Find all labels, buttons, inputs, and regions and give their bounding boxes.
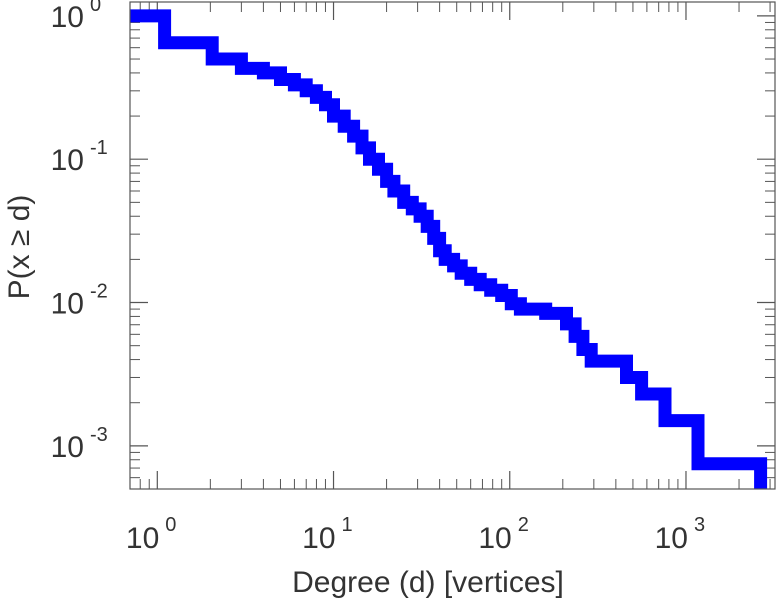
x-tick-base: 10 (302, 522, 335, 555)
x-tick-label: 10 3 (655, 514, 706, 555)
y-tick-exponent: -3 (90, 424, 108, 446)
y-tick-base: 10 (51, 144, 84, 177)
y-axis-label: P(x ≥ d) (3, 195, 36, 300)
x-tick-label: 10 0 (126, 514, 177, 555)
x-tick-base: 10 (126, 522, 159, 555)
x-tick-exponent: 2 (518, 514, 529, 536)
y-tick-label: 10 0 (51, 0, 102, 34)
y-tick-base: 10 (51, 1, 84, 34)
major-ticks (130, 2, 775, 489)
x-tick-base: 10 (655, 522, 688, 555)
y-tick-exponent: 0 (90, 0, 101, 16)
x-tick-exponent: 0 (165, 514, 176, 536)
y-tick-base: 10 (51, 431, 84, 464)
x-tick-label: 10 2 (478, 514, 529, 555)
y-tick-label: 10 -3 (51, 424, 108, 464)
x-tick-labels: 10 0 10 1 10 2 10 3 (126, 514, 705, 555)
y-tick-base: 10 (51, 288, 84, 321)
plot-frame (129, 1, 776, 490)
y-tick-exponent: -2 (90, 281, 108, 303)
series-layer (130, 9, 768, 489)
y-tick-exponent: -1 (90, 137, 108, 159)
y-tick-label: 10 -2 (51, 281, 108, 321)
ccdf-step-series (130, 9, 768, 489)
y-tick-labels: 10 0 10 -1 10 -2 10 -3 (51, 0, 108, 464)
x-tick-label: 10 1 (302, 514, 353, 555)
minor-ticks (129, 2, 775, 490)
x-axis-label: Degree (d) [vertices] (292, 566, 564, 599)
x-tick-base: 10 (478, 522, 511, 555)
y-tick-label: 10 -1 (51, 137, 108, 177)
x-tick-exponent: 1 (342, 514, 353, 536)
x-tick-exponent: 3 (694, 514, 705, 536)
